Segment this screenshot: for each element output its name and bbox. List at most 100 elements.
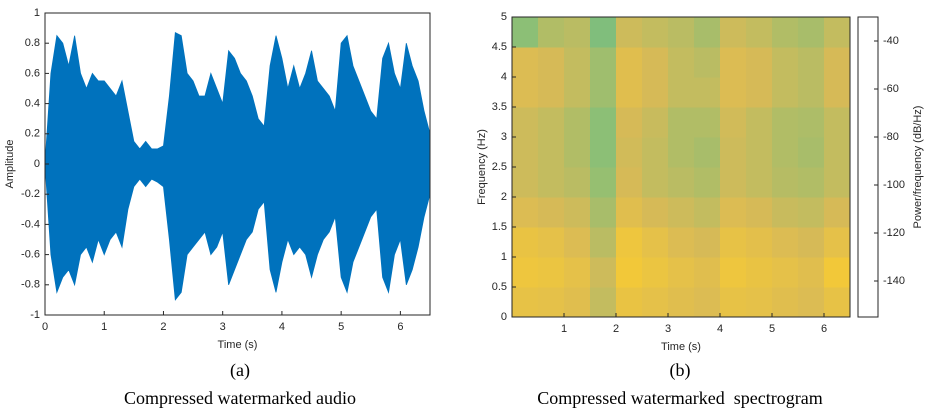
spectrogram-cell xyxy=(824,287,851,318)
spectrogram-cell xyxy=(824,167,851,198)
x-tick-label: 2 xyxy=(613,323,619,335)
y-tick-label: 0.8 xyxy=(25,37,40,49)
x-tick-label: 4 xyxy=(717,323,723,335)
spectrogram-cell xyxy=(590,17,617,48)
x-tick-label: 6 xyxy=(397,321,403,333)
spectrogram-cell xyxy=(798,17,825,48)
x-tick-label: 5 xyxy=(338,321,344,333)
spectrogram-cell xyxy=(616,257,643,288)
spectrogram-cell xyxy=(512,77,539,108)
y-tick-label: 0.5 xyxy=(492,281,507,293)
spectrogram-cell xyxy=(746,137,773,168)
spectrogram-cell xyxy=(772,17,799,48)
panel-label: (a) xyxy=(230,360,250,381)
y-tick-label: 1 xyxy=(501,251,507,263)
spectrogram-cell xyxy=(720,227,747,258)
x-tick-label: 3 xyxy=(220,321,226,333)
colorbar-tick-label: -100 xyxy=(883,179,905,191)
y-tick-label: 3.5 xyxy=(492,101,507,113)
spectrogram-cell xyxy=(694,107,721,138)
spectrogram-cell xyxy=(668,77,695,108)
spectrogram-cell xyxy=(512,197,539,228)
y-tick-label: 4 xyxy=(501,71,507,83)
spectrogram-cell xyxy=(720,137,747,168)
spectrogram-cell xyxy=(512,167,539,198)
spectrogram-cell xyxy=(694,77,721,108)
y-tick-label: -0.2 xyxy=(21,188,40,200)
spectrogram-cell xyxy=(642,197,669,228)
spectrogram-cell xyxy=(720,167,747,198)
x-tick-label: 1 xyxy=(561,323,567,335)
spectrogram-cell xyxy=(564,197,591,228)
spectrogram-cell xyxy=(564,167,591,198)
y-tick-label: -0.4 xyxy=(21,218,40,230)
y-tick-label: -1 xyxy=(30,309,40,321)
spectrogram-cell xyxy=(720,47,747,78)
spectrogram-cell xyxy=(824,47,851,78)
spectrogram-cell xyxy=(538,167,565,198)
spectrogram-cell xyxy=(746,167,773,198)
spectrogram-cell xyxy=(616,137,643,168)
spectrogram-cell xyxy=(512,17,539,48)
spectrogram-cell xyxy=(798,77,825,108)
x-tick-label: 2 xyxy=(160,321,166,333)
spectrogram-cell xyxy=(538,47,565,78)
spectrogram-cell xyxy=(668,137,695,168)
spectrogram-cell xyxy=(694,47,721,78)
spectrogram-cell xyxy=(824,227,851,258)
spectrogram-cell xyxy=(564,287,591,318)
x-axis-label: Time (s) xyxy=(218,339,258,351)
x-tick-label: 0 xyxy=(42,321,48,333)
spectrogram-cell xyxy=(824,17,851,48)
colorbar xyxy=(857,16,879,318)
waveform-area xyxy=(44,163,431,301)
x-tick-label: 4 xyxy=(279,321,285,333)
spectrogram-cell xyxy=(616,77,643,108)
spectrogram-cell xyxy=(512,257,539,288)
spectrogram-cell xyxy=(512,107,539,138)
spectrogram-cell xyxy=(616,17,643,48)
spectrogram-cell xyxy=(694,287,721,318)
spectrogram-cell xyxy=(772,107,799,138)
spectrogram-cell xyxy=(772,167,799,198)
spectrogram-cell xyxy=(590,137,617,168)
spectrogram-cell xyxy=(798,227,825,258)
spectrogram-cell xyxy=(746,287,773,318)
spectrogram-cell xyxy=(746,47,773,78)
spectrogram-cell xyxy=(564,47,591,78)
colorbar-frame xyxy=(857,16,879,318)
spectrogram-cell xyxy=(616,107,643,138)
spectrogram-cell xyxy=(538,77,565,108)
panel-caption: Compressed watermarked spectrogram xyxy=(537,388,822,408)
y-tick-label: 5 xyxy=(501,11,507,23)
colorbar-tick-label: -80 xyxy=(883,131,899,143)
panel-caption: Compressed watermarked audio xyxy=(124,388,356,408)
spectrogram-cell xyxy=(512,227,539,258)
spectrogram-cell xyxy=(590,167,617,198)
spectrogram-cell xyxy=(668,107,695,138)
colorbar-tick-label: -120 xyxy=(883,227,905,239)
spectrogram-cell xyxy=(564,107,591,138)
y-tick-label: 0 xyxy=(501,311,507,323)
x-tick-label: 3 xyxy=(665,323,671,335)
spectrogram-cell xyxy=(720,107,747,138)
spectrogram-cell xyxy=(668,257,695,288)
spectrogram-cell xyxy=(720,77,747,108)
colorbar-tick-label: -140 xyxy=(883,275,905,287)
spectrogram-cell xyxy=(538,287,565,318)
spectrogram-cell xyxy=(616,197,643,228)
spectrogram-cell xyxy=(720,17,747,48)
spectrogram-cell xyxy=(616,227,643,258)
spectrogram-cell xyxy=(590,287,617,318)
spectrogram-cell xyxy=(772,137,799,168)
spectrogram-cell xyxy=(772,257,799,288)
spectrogram-cell xyxy=(590,47,617,78)
spectrogram-cell xyxy=(824,137,851,168)
spectrogram-cell xyxy=(564,227,591,258)
spectrogram-cell xyxy=(512,287,539,318)
spectrogram-cell xyxy=(798,47,825,78)
spectrogram-cell xyxy=(590,77,617,108)
spectrogram-cell xyxy=(746,257,773,288)
spectrogram-cell xyxy=(564,77,591,108)
